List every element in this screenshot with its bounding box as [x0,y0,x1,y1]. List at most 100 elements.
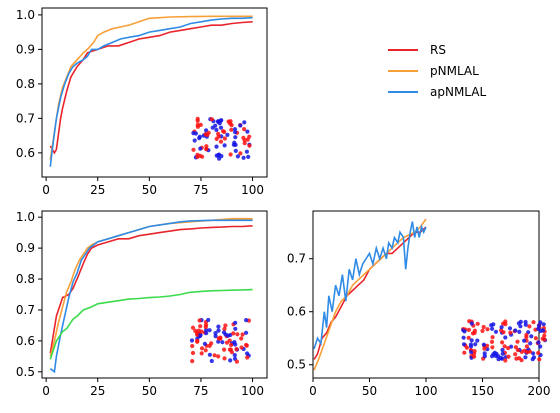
cluster-point-red [197,318,202,323]
cluster-point-blue [204,331,209,336]
cluster-point-blue [232,127,238,132]
cluster-point-blue [513,328,518,333]
cluster-point-red [229,123,234,128]
cluster-point-blue [468,344,474,349]
cluster-point-red [513,352,518,357]
cluster-point-blue [491,352,496,357]
cluster-point-blue [233,130,238,135]
cluster-point-red [222,136,227,141]
cluster-point-red [242,141,247,146]
cluster-point-blue [214,144,219,149]
cluster-point-blue [214,127,219,132]
series-line-apnmlal [313,221,427,350]
cluster-point-blue [233,135,238,140]
cluster-point-red [500,340,505,345]
cluster-point-red [216,336,221,341]
cluster-point-blue [538,320,543,325]
cluster-point-red [533,336,539,341]
cluster-point-red [489,339,495,344]
cluster-point-red [195,338,200,343]
cluster-point-red [482,346,487,351]
cluster-point-red [239,336,244,341]
cluster-point-blue [529,334,534,339]
cluster-thumbnail-top-left [191,116,252,161]
cluster-point-blue [207,328,212,333]
cluster-point-blue [225,132,230,137]
cluster-point-red [227,347,232,352]
bottom-left-panel: 0 25 50 75 100 0.5 0.6 0.7 0.8 0.9 1.0 [16,210,268,398]
y-tick-label: 0.6 [16,146,35,160]
axes-frame [41,7,268,178]
cluster-point-red [490,335,495,340]
cluster-point-blue [500,351,505,356]
cluster-point-blue [507,326,513,331]
cluster-point-blue [216,324,221,329]
x-tick-label: 25 [90,183,105,197]
series-line-rs [313,226,427,360]
cluster-point-blue [469,338,474,343]
cluster-point-red [464,345,469,350]
cluster-point-blue [193,131,198,136]
cluster-point-blue [207,352,212,357]
cluster-point-blue [198,333,203,338]
cluster-point-red [231,331,236,336]
cluster-point-blue [538,344,543,349]
y-tick-label: 0.7 [16,111,35,125]
cluster-point-blue [220,340,225,345]
cluster-point-red [514,356,519,361]
cluster-point-blue [216,339,221,344]
cluster-point-blue [232,353,237,358]
cluster-point-red [247,143,252,148]
cluster-point-blue [244,330,249,335]
cluster-point-red [221,129,226,134]
cluster-point-red [462,350,467,355]
cluster-point-blue [523,355,528,360]
cluster-point-red [506,354,511,359]
x-tick-label: 100 [415,384,438,398]
cluster-point-red [542,337,547,342]
cluster-point-blue [235,154,240,159]
cluster-point-blue [481,342,486,347]
cluster-point-red [227,338,232,343]
cluster-point-blue [473,342,478,347]
series-line-apnmlal [49,219,253,374]
legend-label-pnmlal: pNMLAL [430,64,479,78]
x-tick-label: 100 [241,384,264,398]
cluster-point-blue [222,143,227,148]
x-tick-label: 75 [193,384,208,398]
cluster-point-red [513,345,519,350]
cluster-point-red [229,342,234,348]
cluster-point-blue [228,358,233,363]
cluster-point-blue [214,153,219,158]
cluster-point-blue [238,123,243,128]
cluster-point-red [190,359,195,364]
cluster-point-red [508,330,513,335]
cluster-point-red [240,332,245,337]
cluster-point-red [234,347,239,352]
cluster-point-red [199,351,204,356]
cluster-point-blue [244,149,249,154]
cluster-point-blue [541,322,546,327]
cluster-point-blue [221,330,227,335]
y-tick-label: 0.6 [287,305,306,319]
cluster-point-red [244,342,249,348]
cluster-point-red [190,343,195,349]
cluster-point-blue [245,351,250,356]
cluster-point-red [490,345,495,350]
cluster-point-red [226,119,231,124]
cluster-point-red [193,328,198,333]
cluster-point-blue [217,156,222,161]
cluster-point-blue [482,354,487,359]
cluster-point-blue [233,326,238,331]
cluster-thumbnail-bottom-right [461,319,548,363]
cluster-point-blue [469,321,474,326]
series-line-rs [49,225,253,354]
cluster-point-blue [232,140,237,145]
y-tick-label: 0.8 [16,272,35,286]
cluster-point-blue [245,129,250,134]
cluster-point-red [212,353,217,358]
cluster-point-red [223,323,228,328]
cluster-point-red [199,329,204,334]
cluster-point-blue [523,322,528,327]
